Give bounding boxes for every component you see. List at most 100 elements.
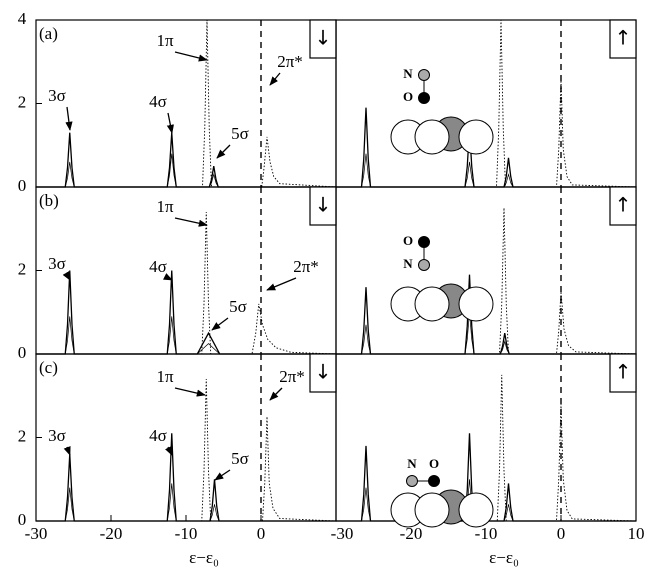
orbital-arrow: [174, 387, 206, 397]
spin-arrow: ↑: [615, 26, 632, 50]
orbital-label: 1π: [156, 367, 174, 386]
orbital-arrow: [166, 112, 174, 134]
y-tick-label: 0: [18, 343, 27, 362]
orbital-arrow: [65, 106, 73, 131]
panel-frame: [35, 186, 337, 355]
panel-label: (a): [39, 24, 58, 43]
x-tick-label: 0: [557, 524, 566, 543]
atom-label: N: [407, 456, 417, 471]
orbital-arrow: [174, 217, 208, 227]
orbital-arrow: [211, 317, 229, 331]
orbital-arrow: [165, 446, 173, 456]
surface-atom: [458, 492, 494, 528]
dos-curve: [36, 19, 337, 188]
x-tick-label: -10: [175, 524, 198, 543]
spin-box: [609, 186, 637, 226]
dos-curve: [336, 433, 636, 522]
orbital-label: 2π*: [279, 367, 305, 386]
surface-atom: [458, 286, 494, 322]
orbital-label: 4σ: [149, 92, 167, 111]
atom-label: N: [403, 66, 413, 81]
orbital-label: 2π*: [293, 257, 319, 276]
surface-atom: [414, 286, 450, 322]
spin-box: [309, 19, 337, 59]
x-tick-label: -20: [400, 524, 423, 543]
spin-box: [609, 19, 637, 59]
orbital-arrow: [269, 387, 283, 401]
surface-atom: [458, 119, 494, 155]
atom-label: O: [403, 233, 413, 248]
spin-box: [309, 353, 337, 393]
y-tick-label: 0: [18, 176, 27, 195]
dos-curve: [36, 316, 336, 355]
atom: [406, 475, 418, 487]
dos-curve: [336, 374, 637, 522]
orbital-label: 3σ: [48, 86, 66, 105]
orbital-arrow: [174, 51, 208, 62]
y-tick-label: 0: [18, 510, 27, 529]
dos-curve: [36, 270, 336, 355]
orbital-label: 1π: [156, 31, 174, 50]
x-tick-label: -10: [475, 524, 498, 543]
orbital-arrow: [62, 271, 71, 281]
orbital-arrow: [214, 469, 231, 481]
orbital-label: 5σ: [231, 449, 249, 468]
orbital-label: 3σ: [48, 426, 66, 445]
dos-curve: [336, 19, 637, 188]
atom: [428, 475, 440, 487]
spin-arrow: ↓: [315, 193, 332, 217]
dos-curve: [36, 433, 336, 522]
panel-label: (b): [39, 191, 59, 210]
dos-curve: [336, 479, 636, 522]
orbital-arrow: [266, 277, 297, 291]
atom: [418, 259, 430, 271]
spin-box: [609, 353, 637, 393]
panel-frame: [35, 19, 337, 188]
orbital-label: 4σ: [149, 257, 167, 276]
surface-atom: [414, 492, 450, 528]
atom: [418, 69, 430, 81]
orbital-arrow: [216, 144, 231, 159]
dos-curve: [36, 132, 336, 188]
x-axis-label: ε−ε₀: [489, 548, 519, 567]
orbital-label: 2π*: [277, 52, 303, 71]
spin-arrow: ↑: [615, 360, 632, 384]
orbital-arrow: [269, 72, 281, 86]
orbital-label: 5σ: [231, 124, 249, 143]
orbital-label: 4σ: [149, 426, 167, 445]
orbital-label: 5σ: [229, 297, 247, 316]
x-tick-label: -30: [331, 524, 354, 543]
x-tick-label: -20: [100, 524, 123, 543]
x-tick-label: 0: [257, 524, 266, 543]
x-axis-label: ε−ε₀: [189, 548, 219, 567]
orbital-label: 3σ: [48, 254, 66, 273]
spin-arrow: ↑: [615, 193, 632, 217]
y-tick-label: 2: [18, 259, 27, 278]
x-tick-label: -30: [25, 524, 48, 543]
dos-curve: [36, 379, 337, 522]
spin-arrow: ↓: [315, 26, 332, 50]
panel-frame: [335, 19, 637, 188]
dos-curve: [36, 483, 336, 522]
y-tick-label: 4: [18, 9, 27, 28]
surface-atom: [414, 119, 450, 155]
panel-label: (c): [39, 358, 58, 377]
x-tick-label: 10: [628, 524, 645, 543]
panel-frame: [335, 186, 637, 355]
orbital-arrow: [163, 273, 173, 281]
y-tick-label: 2: [18, 92, 27, 111]
dos-curve: [36, 212, 337, 355]
atom-label: N: [403, 256, 413, 271]
atom: [418, 92, 430, 104]
spin-arrow: ↓: [315, 360, 332, 384]
dos-curve: [36, 153, 336, 188]
orbital-arrow: [63, 446, 71, 456]
atom-label: O: [429, 456, 439, 471]
dos-curve: [336, 153, 636, 188]
orbital-label: 1π: [156, 197, 174, 216]
dos-curve: [336, 274, 636, 355]
dos-curve: [336, 312, 636, 355]
dos-curve: [336, 207, 637, 355]
atom-label: O: [403, 89, 413, 104]
